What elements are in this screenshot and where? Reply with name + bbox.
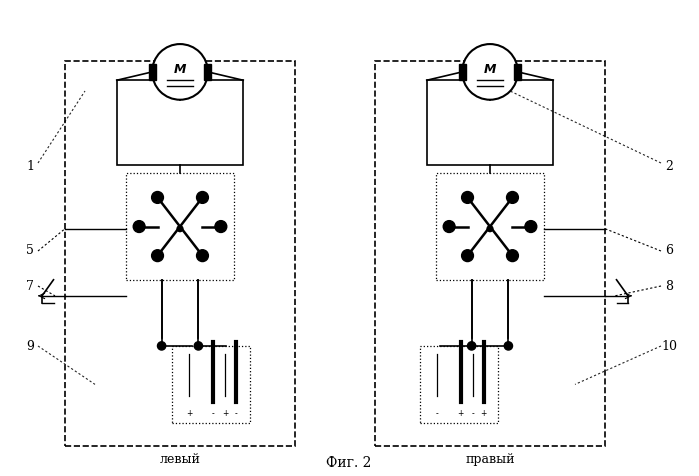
Text: 1: 1 [26, 159, 34, 172]
Circle shape [461, 250, 473, 262]
Text: -: - [234, 409, 237, 418]
Circle shape [487, 226, 493, 232]
Text: +: + [481, 409, 487, 418]
Text: -: - [211, 409, 214, 418]
Bar [172, 346, 250, 423]
Bar [375, 61, 605, 446]
Text: 10: 10 [661, 339, 677, 353]
Text: +: + [222, 409, 228, 418]
Bar [459, 64, 466, 79]
Text: 5: 5 [26, 245, 34, 258]
Text: M: M [484, 63, 496, 76]
Bar [427, 80, 553, 165]
Text: +: + [457, 409, 463, 418]
Circle shape [177, 226, 183, 232]
Text: правый: правый [466, 453, 514, 466]
Circle shape [152, 44, 208, 100]
Text: -: - [436, 409, 439, 418]
Bar [514, 64, 521, 79]
Circle shape [504, 342, 512, 350]
Circle shape [215, 221, 226, 232]
Circle shape [157, 342, 166, 350]
Circle shape [152, 191, 164, 203]
Circle shape [196, 191, 208, 203]
Text: 6: 6 [665, 245, 673, 258]
Circle shape [152, 250, 164, 262]
Text: Фиг. 2: Фиг. 2 [326, 456, 372, 470]
Text: левый: левый [159, 453, 201, 466]
Text: 8: 8 [665, 279, 673, 292]
Circle shape [443, 221, 455, 232]
Circle shape [507, 250, 519, 262]
Bar [117, 80, 243, 165]
Text: 7: 7 [26, 279, 34, 292]
Circle shape [196, 250, 208, 262]
Circle shape [525, 221, 537, 232]
Circle shape [462, 44, 518, 100]
Bar [436, 173, 544, 280]
Text: +: + [186, 409, 192, 418]
Circle shape [461, 191, 473, 203]
Bar [65, 61, 295, 446]
Circle shape [468, 342, 476, 350]
Circle shape [507, 191, 519, 203]
Text: M: M [174, 63, 186, 76]
Text: -: - [472, 409, 475, 418]
Bar [127, 173, 233, 280]
Bar [150, 64, 157, 79]
Bar [420, 346, 498, 423]
Circle shape [134, 221, 145, 232]
Text: 9: 9 [26, 339, 34, 353]
Bar [203, 64, 210, 79]
Circle shape [194, 342, 203, 350]
Text: 2: 2 [665, 159, 673, 172]
